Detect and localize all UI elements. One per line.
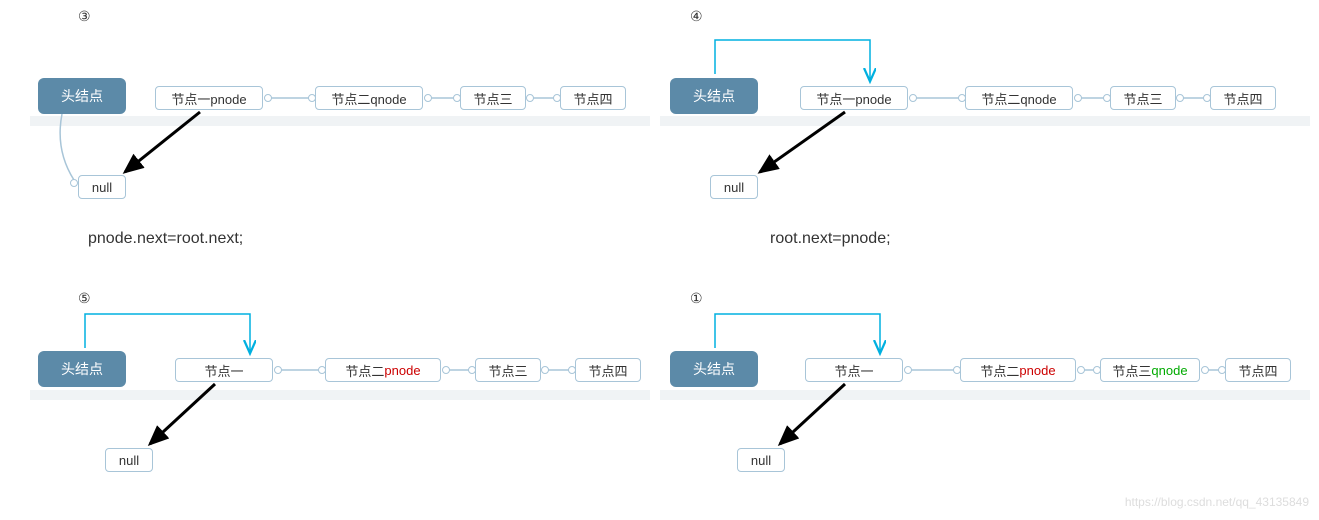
null-label: null: [751, 453, 771, 468]
step-label-3: ③: [78, 8, 91, 25]
null-label: null: [724, 180, 744, 195]
panel1-svg: [660, 280, 1319, 520]
node-4-label: 节点四: [588, 361, 627, 380]
head-label: 头结点: [61, 359, 103, 379]
panel3-svg: [0, 0, 660, 260]
node-3b-label: qnode: [1151, 363, 1187, 378]
node-1a-label: 节点一: [204, 361, 243, 380]
null-box: null: [105, 448, 153, 472]
node-3-label: 节点三: [1123, 89, 1162, 108]
node-2-label: 节点二qnode: [981, 89, 1056, 108]
node-4-label: 节点四: [573, 89, 612, 108]
node-2b-label: pnode: [1019, 363, 1055, 378]
node-3: 节点三: [475, 358, 541, 382]
head-node: 头结点: [38, 78, 126, 114]
node-4: 节点四: [560, 86, 626, 110]
node-1: 节点一: [175, 358, 273, 382]
head-label: 头结点: [61, 86, 103, 106]
null-box: null: [710, 175, 758, 199]
head-label: 头结点: [693, 359, 735, 379]
step-label-5: ⑤: [78, 290, 91, 307]
null-label: null: [92, 180, 112, 195]
node-1-label: 节点一pnode: [171, 89, 246, 108]
head-node: 头结点: [38, 351, 126, 387]
node-4: 节点四: [575, 358, 641, 382]
strip: [660, 390, 1310, 400]
node-3: 节点三: [460, 86, 526, 110]
strip: [660, 116, 1310, 126]
node-1-label: 节点一pnode: [816, 89, 891, 108]
node-2-label: 节点二qnode: [331, 89, 406, 108]
node-3: 节点三: [1110, 86, 1176, 110]
null-label: null: [119, 453, 139, 468]
node-2a-label: 节点二: [345, 361, 384, 380]
node-3-label: 节点三: [488, 361, 527, 380]
strip: [30, 116, 650, 126]
head-label: 头结点: [693, 86, 735, 106]
node-1: 节点一pnode: [800, 86, 908, 110]
node-4: 节点四: [1225, 358, 1291, 382]
node-2: 节点二pnode: [325, 358, 441, 382]
node-2b-label: pnode: [384, 363, 420, 378]
node-4-label: 节点四: [1223, 89, 1262, 108]
node-1a-label: 节点一: [834, 361, 873, 380]
node-4: 节点四: [1210, 86, 1276, 110]
head-node: 头结点: [670, 351, 758, 387]
watermark: https://blog.csdn.net/qq_43135849: [1125, 495, 1309, 509]
caption-4: root.next=pnode;: [770, 230, 891, 248]
panel5-svg: [0, 280, 660, 520]
node-3-label: 节点三: [473, 89, 512, 108]
null-box: null: [737, 448, 785, 472]
node-2: 节点二qnode: [315, 86, 423, 110]
node-1: 节点一: [805, 358, 903, 382]
node-1: 节点一pnode: [155, 86, 263, 110]
step-label-4: ④: [690, 8, 703, 25]
node-3: 节点三qnode: [1100, 358, 1200, 382]
strip: [30, 390, 650, 400]
node-2: 节点二qnode: [965, 86, 1073, 110]
null-box: null: [78, 175, 126, 199]
head-node: 头结点: [670, 78, 758, 114]
node-3a-label: 节点三: [1112, 361, 1151, 380]
caption-3: pnode.next=root.next;: [88, 230, 243, 248]
node-2a-label: 节点二: [980, 361, 1019, 380]
panel4-svg: [660, 0, 1319, 260]
node-4-label: 节点四: [1238, 361, 1277, 380]
node-2: 节点二pnode: [960, 358, 1076, 382]
step-label-1: ①: [690, 290, 703, 307]
